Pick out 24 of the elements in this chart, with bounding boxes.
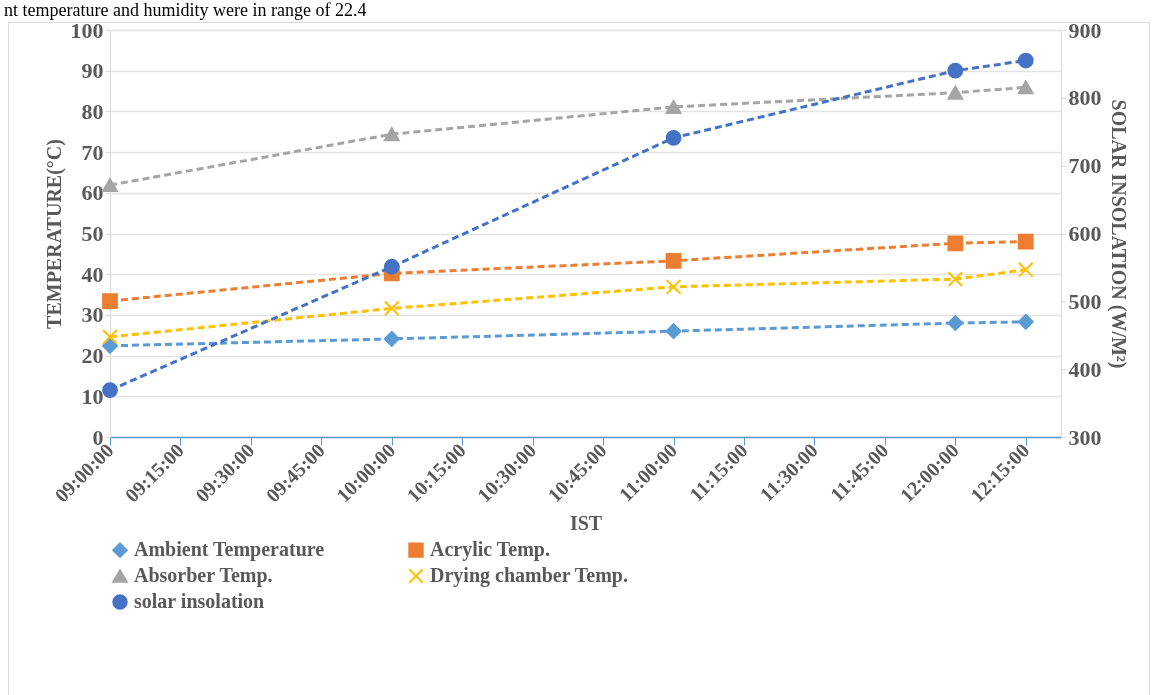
y2-tick-label: 700 [1068, 153, 1102, 179]
y2-axis-title: SOLAR INSOLATION (W/M²) [1106, 99, 1130, 369]
y-axis-title: TEMPERATURE(°C) [42, 139, 66, 329]
y-tick-label: 10 [81, 383, 104, 409]
legend-label: Absorber Temp. [134, 564, 273, 587]
y-tick-label: 30 [81, 302, 104, 328]
y-tick-label: 50 [81, 221, 104, 246]
y2-tick-label: 800 [1068, 85, 1102, 111]
y-tick-label: 80 [81, 98, 104, 124]
y2-tick-label: 300 [1068, 424, 1102, 450]
y-tick-label: 20 [81, 343, 104, 369]
y-tick-label: 70 [81, 139, 104, 165]
y2-tick-label: 600 [1068, 221, 1102, 246]
legend-label: Drying chamber Temp. [430, 564, 628, 587]
legend-label: Ambient Temperature [134, 538, 325, 562]
y-tick-label: 40 [81, 261, 104, 287]
legend-label: solar insolation [134, 590, 265, 612]
y-tick-label: 90 [81, 58, 104, 84]
y2-tick-label: 400 [1068, 356, 1102, 382]
legend-label: Acrylic Temp. [430, 538, 550, 562]
y2-tick-label: 500 [1068, 288, 1102, 314]
y2-tick-label: 900 [1068, 17, 1102, 43]
y-tick-label: 60 [81, 180, 104, 206]
x-axis-title: IST [569, 512, 603, 535]
